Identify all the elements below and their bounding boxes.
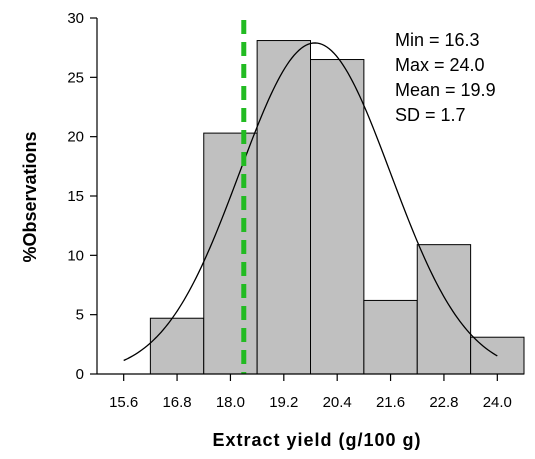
histogram-bar-4 (310, 59, 365, 375)
y-ticks-layer: 0 5 10 15 20 25 30 (67, 10, 97, 383)
stat-max: Max = 24.0 (395, 55, 485, 75)
y-tick-label: 15 (67, 188, 84, 205)
bars-layer (149, 40, 525, 375)
x-tick-label: 21.6 (376, 394, 405, 411)
y-tick-label: 10 (67, 247, 84, 264)
x-tick-label: 22.8 (429, 394, 458, 411)
y-tick-label: 25 (67, 69, 84, 86)
y-tick-label: 30 (67, 10, 84, 27)
stat-sd: SD = 1.7 (395, 105, 466, 125)
histogram-bar-5 (363, 299, 418, 375)
x-axis-title: Extract yield (g/100 g) (212, 430, 421, 450)
x-tick-label: 16.8 (162, 394, 191, 411)
y-tick-label: 20 (67, 129, 84, 146)
histogram-bar-3 (256, 40, 311, 375)
normal-curve (123, 42, 498, 362)
x-tick-label: 19.2 (269, 394, 298, 411)
y-axis-title: %Observations (20, 131, 40, 262)
stat-min: Min = 16.3 (395, 30, 480, 50)
y-tick-label: 5 (76, 307, 84, 324)
stat-mean: Mean = 19.9 (395, 80, 496, 100)
y-tick-label: 0 (76, 366, 84, 383)
x-tick-label: 20.4 (323, 394, 352, 411)
x-tick-label: 18.0 (216, 394, 245, 411)
histogram-bar-6 (416, 244, 472, 375)
x-ticks-layer: 15.6 16.8 18.0 19.2 20.4 21.6 22.8 24.0 (109, 374, 512, 411)
x-tick-label: 24.0 (483, 394, 512, 411)
histogram-bar-1 (149, 317, 205, 375)
histogram-bar-2 (203, 132, 258, 375)
x-tick-label: 15.6 (109, 394, 138, 411)
